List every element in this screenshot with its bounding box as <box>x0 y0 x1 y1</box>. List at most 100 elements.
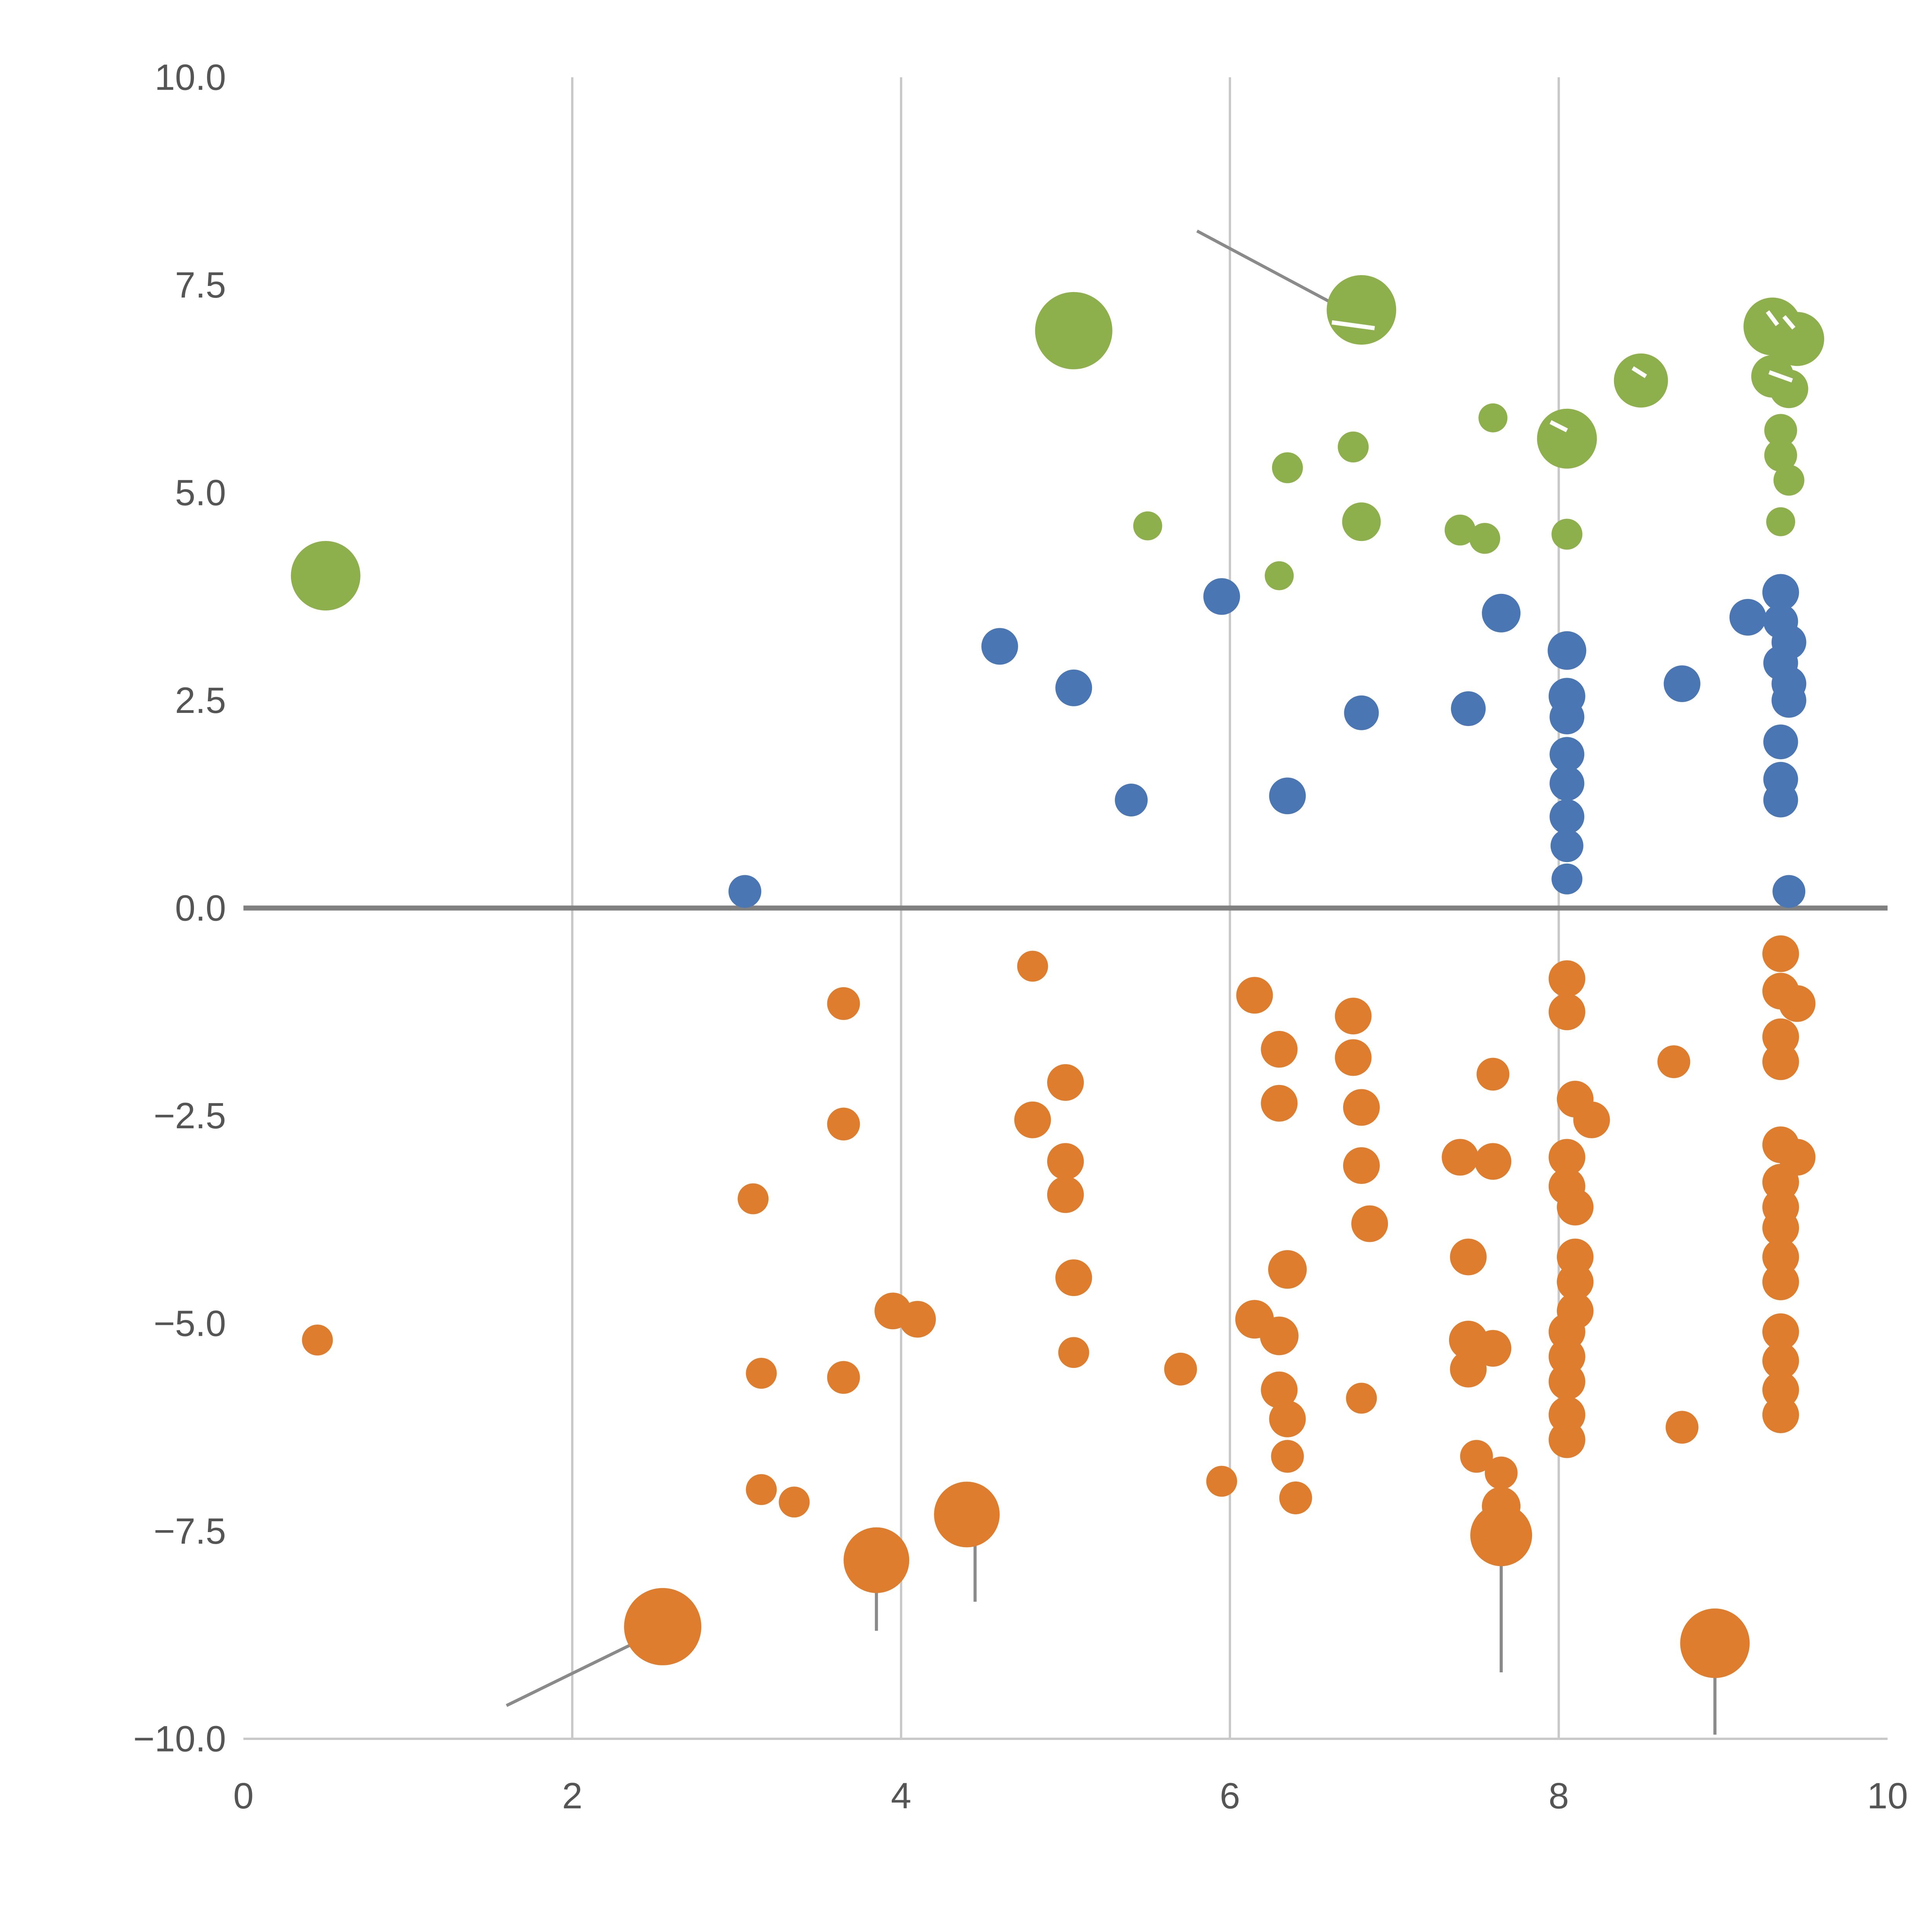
white-tick-3 <box>1765 310 1779 326</box>
x-tick-label-5: 10 <box>1867 1776 1908 1816</box>
data-point-orange <box>1470 1504 1532 1566</box>
data-point-blue <box>1771 683 1806 718</box>
data-point-orange <box>1762 1396 1799 1433</box>
white-tick-6 <box>880 1614 899 1625</box>
data-point-orange <box>779 1486 810 1518</box>
data-point-green <box>1133 511 1162 541</box>
data-point-orange <box>1762 935 1799 972</box>
data-point-orange <box>746 1358 777 1389</box>
data-point-blue <box>1115 784 1148 816</box>
data-point-green <box>1342 502 1381 541</box>
data-point-blue <box>1550 829 1583 862</box>
axis-tick-labels: 10.0 7.5 5.0 2.5 0.0 −2.5 −5.0 −7.5 −10.00 2 4 6 8 10 <box>133 57 1908 1817</box>
data-point-blue <box>1451 691 1486 726</box>
data-point-orange <box>1343 1147 1380 1184</box>
data-point-blue <box>1055 669 1092 706</box>
data-point-green <box>1469 523 1500 554</box>
data-points <box>291 275 1824 1678</box>
data-point-orange <box>1279 1481 1312 1514</box>
data-point-orange <box>1450 1238 1487 1276</box>
y-tick-label-5: −2.5 <box>153 1095 226 1136</box>
data-point-orange <box>1460 1440 1493 1473</box>
white-tick-5 <box>1768 370 1793 383</box>
y-tick-label-2: 5.0 <box>175 473 226 514</box>
data-point-green <box>1770 312 1824 366</box>
white-tick-0 <box>1332 320 1375 330</box>
data-point-orange <box>1762 1209 1799 1247</box>
data-point-blue <box>1549 799 1585 834</box>
data-point-blue <box>1729 599 1766 636</box>
data-point-orange <box>1261 1031 1298 1068</box>
data-point-orange <box>1261 1085 1298 1122</box>
data-point-orange <box>1476 1058 1510 1091</box>
data-point-orange <box>1260 1316 1299 1355</box>
y-tick-label-8: −10.0 <box>133 1719 226 1760</box>
data-point-blue <box>1482 594 1521 633</box>
data-point-blue <box>1763 782 1798 818</box>
white-tick-2 <box>1631 366 1647 378</box>
data-point-orange <box>1680 1608 1750 1678</box>
data-point-orange <box>1762 1342 1799 1379</box>
data-point-orange <box>1236 977 1273 1014</box>
white-tick-1 <box>1549 420 1568 432</box>
data-point-orange <box>1047 1064 1084 1101</box>
data-point-orange <box>1271 1440 1304 1473</box>
data-point-orange <box>1762 1313 1799 1350</box>
data-point-green <box>1764 439 1797 472</box>
data-point-orange <box>1047 1176 1084 1213</box>
data-point-orange <box>1055 1259 1092 1296</box>
data-point-green <box>1769 369 1808 408</box>
data-point-orange <box>899 1301 936 1338</box>
data-point-blue <box>1269 777 1306 815</box>
data-point-orange <box>1475 1330 1512 1367</box>
data-point-orange <box>1475 1143 1512 1180</box>
data-point-orange <box>1573 1101 1610 1138</box>
data-point-green <box>1338 431 1369 463</box>
data-point-orange <box>1268 1250 1307 1289</box>
y-tick-label-0: 10.0 <box>155 57 226 98</box>
data-point-green <box>291 541 361 611</box>
white-tick-4 <box>1782 315 1796 330</box>
y-tick-label-1: 7.5 <box>175 265 226 306</box>
data-point-orange <box>1557 1264 1594 1300</box>
data-point-orange <box>827 987 860 1020</box>
data-point-orange <box>1164 1352 1197 1386</box>
data-point-orange <box>746 1474 777 1505</box>
y-tick-label-3: 2.5 <box>175 680 226 721</box>
data-point-green <box>1551 519 1583 550</box>
data-point-orange <box>1485 1456 1518 1490</box>
annotation-rules <box>506 230 1717 1735</box>
white-tick-marks <box>880 310 1796 1625</box>
data-point-orange <box>1450 1350 1487 1388</box>
data-point-orange <box>1665 1411 1699 1444</box>
data-point-orange <box>1014 1101 1051 1138</box>
data-point-orange <box>844 1527 910 1593</box>
data-point-orange <box>624 1588 702 1665</box>
data-point-orange <box>1335 998 1372 1034</box>
data-point-blue <box>1549 699 1585 735</box>
data-point-orange <box>1548 1139 1585 1176</box>
data-point-orange <box>1261 1371 1298 1408</box>
data-point-green <box>1773 464 1804 496</box>
data-point-blue <box>1763 724 1798 759</box>
data-point-orange <box>827 1361 860 1394</box>
data-point-orange <box>1047 1143 1084 1180</box>
data-point-orange <box>1557 1189 1594 1226</box>
data-point-orange <box>738 1183 769 1214</box>
y-tick-label-6: −5.0 <box>153 1303 226 1344</box>
data-point-orange <box>1548 960 1585 997</box>
data-point-green <box>1764 414 1797 447</box>
data-point-orange <box>1779 985 1816 1022</box>
data-point-blue <box>728 875 762 908</box>
data-point-orange <box>1343 1089 1380 1126</box>
data-point-orange <box>1548 993 1585 1031</box>
x-tick-label-0: 0 <box>233 1776 254 1816</box>
data-point-green <box>1444 514 1476 546</box>
data-point-orange <box>1762 1264 1799 1300</box>
data-point-orange <box>1548 1363 1585 1400</box>
x-tick-label-2: 4 <box>891 1776 912 1816</box>
data-point-green <box>1327 275 1396 345</box>
data-point-green <box>1272 452 1303 483</box>
